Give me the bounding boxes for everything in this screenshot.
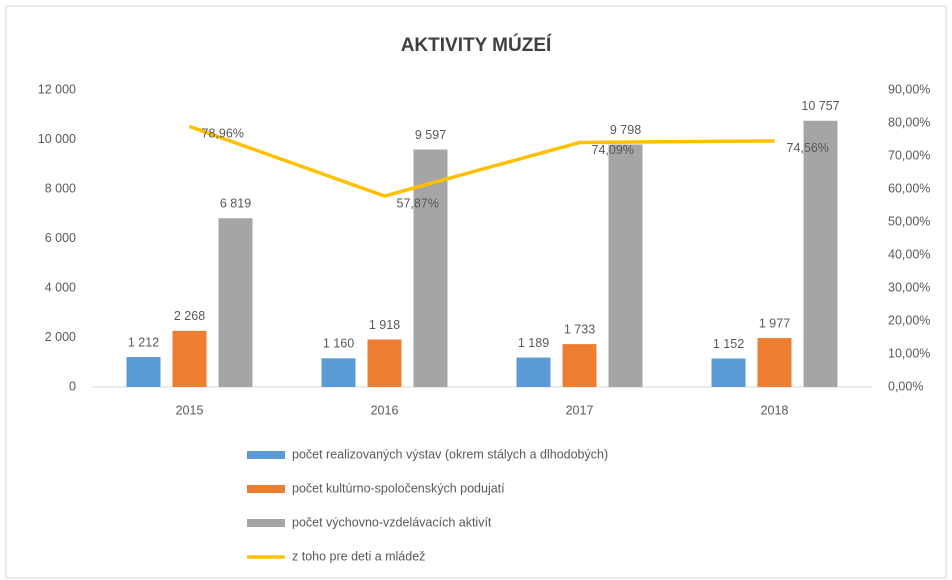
legend-label: počet výchovno-vzdelávacích aktivít	[292, 515, 492, 529]
bar	[757, 338, 792, 387]
legend-label: z toho pre deti a mládež	[292, 549, 425, 563]
y-tick-label: 10 000	[38, 132, 76, 146]
data-label: 74,56%	[787, 141, 829, 155]
chart-title: AKTIVITY MÚZEÍ	[401, 34, 552, 56]
data-label: 1 212	[128, 335, 159, 349]
y2-tick-label: 20,00%	[888, 313, 930, 327]
bar	[516, 357, 551, 387]
y2-tick-label: 90,00%	[888, 82, 930, 96]
chart-border	[5, 5, 947, 579]
data-label: 78,96%	[202, 127, 244, 141]
data-label: 10 757	[801, 99, 839, 113]
bar	[608, 144, 643, 387]
data-label: 9 597	[415, 128, 446, 142]
y2-tick-label: 0,00%	[888, 379, 923, 393]
bar	[413, 149, 448, 387]
y2-tick-label: 40,00%	[888, 247, 930, 261]
bar	[562, 344, 597, 387]
data-label: 1 189	[518, 336, 549, 350]
bar	[803, 120, 838, 387]
data-label: 9 798	[610, 123, 641, 137]
data-label: 74,09%	[592, 143, 634, 157]
bar	[172, 330, 207, 387]
bar	[126, 357, 161, 387]
data-label: 1 918	[369, 318, 400, 332]
y2-tick-label: 80,00%	[888, 115, 930, 129]
bar	[367, 339, 402, 387]
line	[188, 124, 775, 198]
data-label: 1 977	[759, 316, 790, 330]
y2-tick-label: 10,00%	[888, 346, 930, 360]
data-label: 2 268	[174, 309, 205, 323]
bar	[321, 358, 356, 387]
x-tick-label: 2017	[566, 403, 594, 417]
data-label: 1 152	[713, 337, 744, 351]
data-label: 1 733	[564, 322, 595, 336]
legend-swatch	[247, 485, 285, 493]
data-label: 6 819	[220, 197, 251, 211]
x-tick-label: 2016	[371, 403, 399, 417]
data-label: 1 160	[323, 337, 354, 351]
legend-label: počet kultúrno-spoločenských podujatí	[292, 481, 505, 495]
y2-tick-label: 60,00%	[888, 181, 930, 195]
y-tick-label: 8 000	[45, 181, 76, 195]
y2-tick-label: 30,00%	[888, 280, 930, 294]
y-tick-label: 4 000	[45, 280, 76, 294]
data-label: 57,87%	[397, 196, 439, 210]
legend-swatch	[247, 451, 285, 459]
y-tick-label: 0	[69, 379, 76, 393]
bar	[218, 218, 253, 387]
x-tick-label: 2018	[761, 403, 789, 417]
y2-tick-label: 50,00%	[888, 214, 930, 228]
y-tick-label: 12 000	[38, 82, 76, 96]
bar	[711, 358, 746, 387]
legend-swatch	[247, 519, 285, 527]
x-tick-label: 2015	[176, 403, 204, 417]
y-tick-label: 2 000	[45, 330, 76, 344]
legend-label: počet realizovaných výstav (okrem stályc…	[292, 447, 608, 461]
y2-tick-label: 70,00%	[888, 148, 930, 162]
y-tick-label: 6 000	[45, 231, 76, 245]
